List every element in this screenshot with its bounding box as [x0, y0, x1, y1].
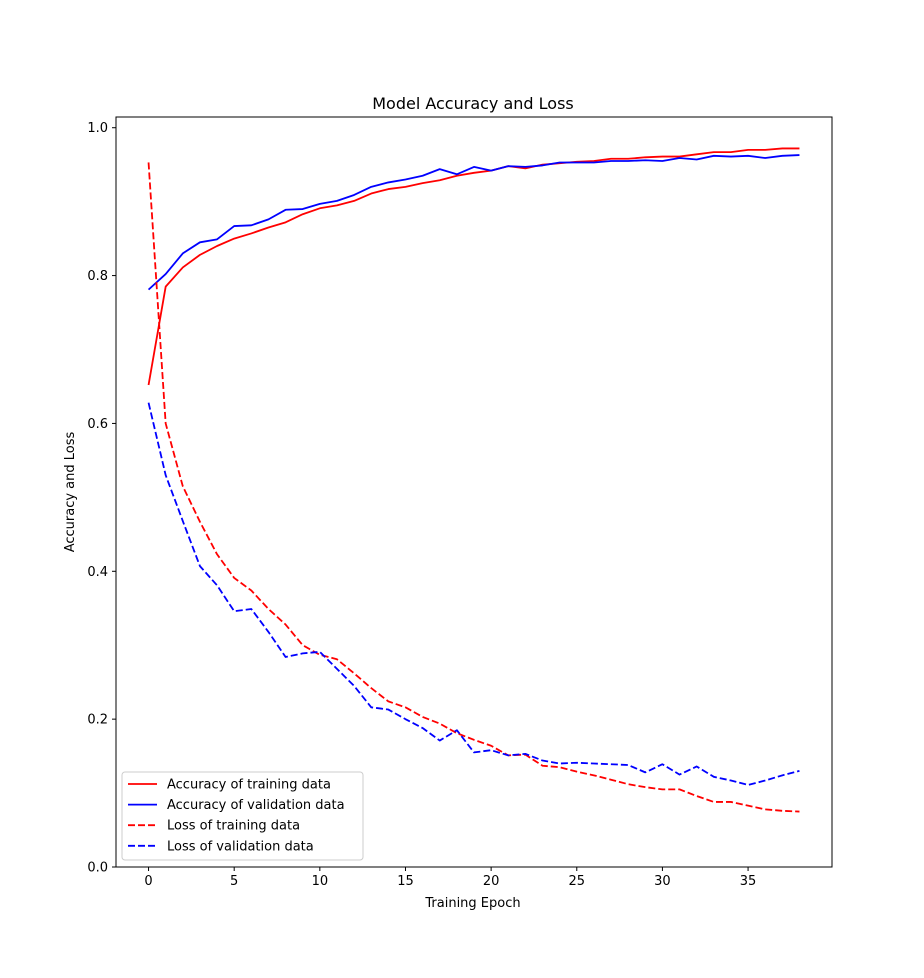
- chart-title: Model Accuracy and Loss: [372, 94, 574, 113]
- y-axis: 0.0 0.2 0.4 0.6 0.8 1.0: [87, 121, 116, 876]
- x-tick-label: 20: [483, 874, 500, 889]
- series-line-1: [147, 147, 800, 386]
- y-axis-label: Accuracy and Loss: [63, 431, 78, 552]
- legend-label-4: Loss of validation data: [167, 839, 314, 854]
- x-tick-label: 0: [144, 874, 152, 889]
- y-tick-label: 0.0: [87, 861, 108, 876]
- x-tick-label: 5: [230, 874, 238, 889]
- y-tick-label: 0.4: [87, 565, 108, 580]
- series-layer: [147, 147, 800, 813]
- legend-box: [121, 771, 364, 861]
- legend-label-2: Accuracy of validation data: [167, 798, 345, 813]
- plot-frame: [115, 116, 833, 868]
- x-axis: 0 5 10 15 20 25 30 35: [144, 867, 756, 889]
- plot-area: [115, 116, 833, 868]
- y-tick-label: 0.6: [87, 417, 108, 432]
- series-line-3: [147, 162, 800, 813]
- legend: Accuracy of training data Accuracy of val…: [121, 771, 364, 861]
- y-tick-label: 1.0: [87, 121, 108, 136]
- x-tick-label: 30: [654, 874, 671, 889]
- legend-label-3: Loss of training data: [167, 819, 300, 834]
- x-tick-label: 25: [569, 874, 586, 889]
- series-line-4: [147, 402, 800, 786]
- y-tick-label: 0.8: [87, 269, 108, 284]
- x-tick-label: 10: [312, 874, 329, 889]
- legend-label-1: Accuracy of training data: [167, 778, 331, 793]
- x-tick-label: 15: [397, 874, 414, 889]
- x-axis-label: Training Epoch: [424, 896, 520, 911]
- series-line-2: [147, 154, 800, 291]
- y-tick-label: 0.2: [87, 713, 108, 728]
- legend-items: Accuracy of training data Accuracy of val…: [128, 778, 345, 854]
- x-tick-label: 35: [740, 874, 757, 889]
